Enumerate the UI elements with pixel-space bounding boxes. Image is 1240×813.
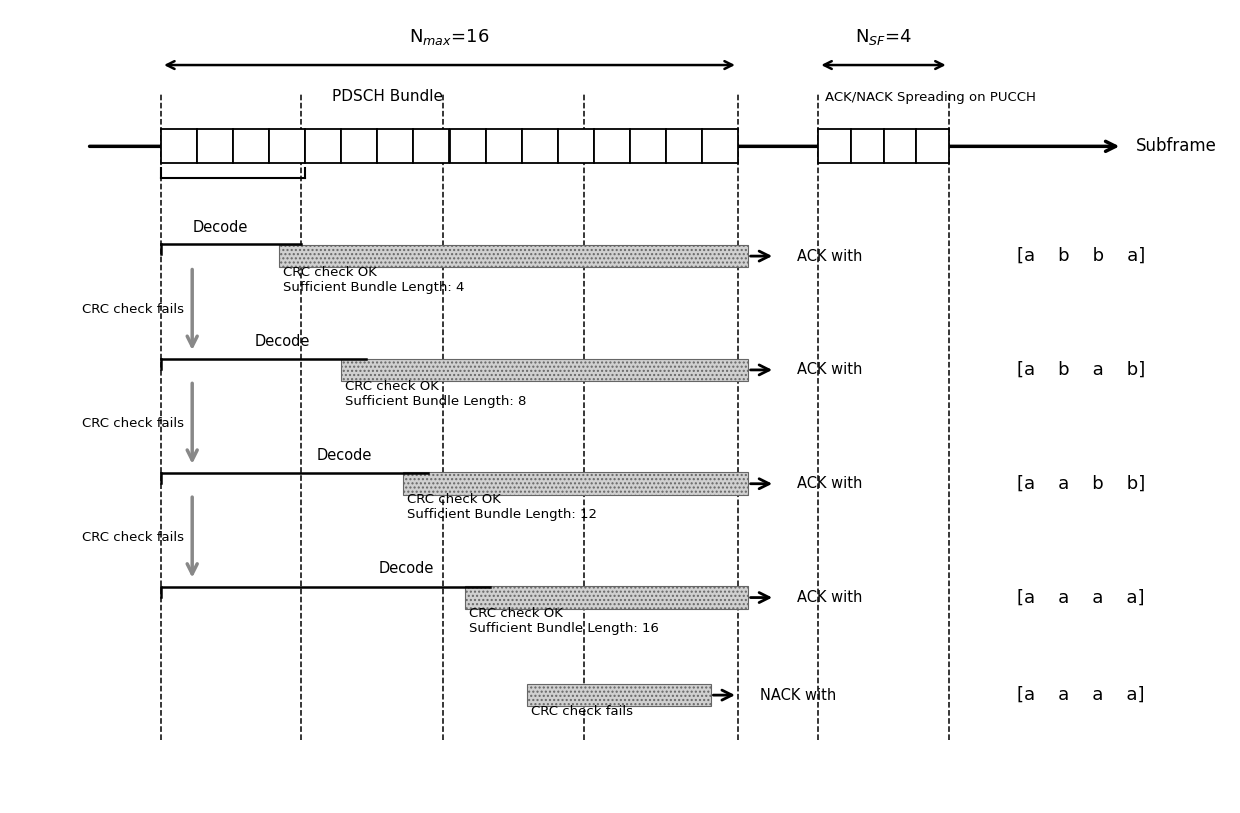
Bar (486, 129, 522, 163)
Text: Decode: Decode (317, 448, 372, 463)
Text: CRC check OK
Sufficient Bundle Length: 16: CRC check OK Sufficient Bundle Length: 1… (469, 607, 658, 635)
Bar (233, 129, 269, 163)
Bar (666, 129, 702, 163)
Bar (851, 129, 883, 163)
Bar (161, 129, 197, 163)
Bar (269, 129, 305, 163)
Bar (916, 129, 949, 163)
Bar (594, 129, 630, 163)
Text: N$_{max}$=16: N$_{max}$=16 (409, 27, 490, 47)
Bar (818, 129, 851, 163)
Text: PDSCH Bundle: PDSCH Bundle (332, 89, 443, 104)
Bar (465, 586, 748, 609)
Bar (413, 129, 449, 163)
Text: CRC check fails: CRC check fails (531, 705, 632, 718)
Text: ACK with: ACK with (797, 363, 863, 377)
Bar (197, 129, 233, 163)
Bar (883, 129, 916, 163)
Bar (449, 129, 486, 163)
Bar (341, 129, 377, 163)
Text: N$_{SF}$=4: N$_{SF}$=4 (856, 27, 911, 47)
Text: CRC check fails: CRC check fails (82, 417, 184, 430)
Text: Subframe: Subframe (1136, 137, 1216, 155)
Text: ACK/NACK Spreading on PUCCH: ACK/NACK Spreading on PUCCH (825, 91, 1035, 104)
Text: CRC check fails: CRC check fails (82, 531, 184, 544)
Bar (341, 359, 748, 381)
Text: NACK with: NACK with (760, 688, 836, 702)
Text: [a    a    a    a]: [a a a a] (1017, 589, 1145, 606)
Bar (702, 129, 738, 163)
Bar (377, 129, 413, 163)
Bar (305, 129, 341, 163)
Text: CRC check OK
Sufficient Bundle Length: 12: CRC check OK Sufficient Bundle Length: 1… (407, 493, 596, 521)
Text: [a    a    b    b]: [a a b b] (1017, 475, 1145, 493)
Text: [a    a    a    a]: [a a a a] (1017, 686, 1145, 704)
Text: Decode: Decode (379, 562, 434, 576)
Text: CRC check OK
Sufficient Bundle Length: 4: CRC check OK Sufficient Bundle Length: 4 (283, 266, 464, 293)
Bar (527, 684, 711, 706)
Text: [a    b    a    b]: [a b a b] (1017, 361, 1145, 379)
Text: ACK with: ACK with (797, 476, 863, 491)
Text: Decode: Decode (193, 220, 248, 235)
Bar (279, 245, 748, 267)
Bar (522, 129, 558, 163)
Bar (630, 129, 666, 163)
Text: [a    b    b    a]: [a b b a] (1017, 247, 1145, 265)
Bar (558, 129, 594, 163)
Text: CRC check OK
Sufficient Bundle Length: 8: CRC check OK Sufficient Bundle Length: 8 (345, 380, 526, 407)
Bar (403, 472, 748, 495)
Text: ACK with: ACK with (797, 249, 863, 263)
Text: CRC check fails: CRC check fails (82, 303, 184, 316)
Text: ACK with: ACK with (797, 590, 863, 605)
Text: Decode: Decode (255, 334, 310, 349)
